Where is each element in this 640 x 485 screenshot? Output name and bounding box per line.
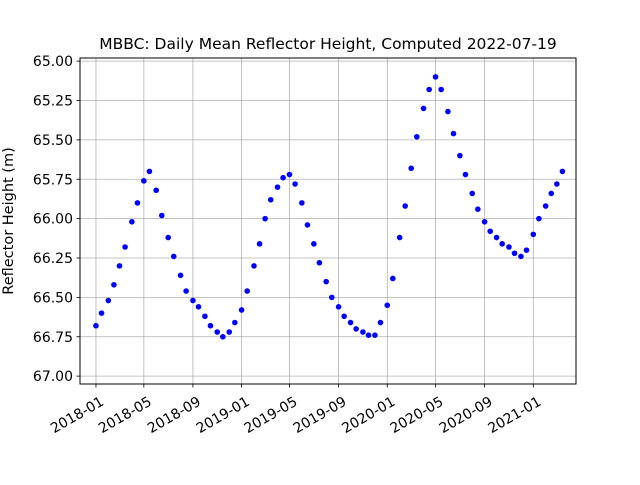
data-point xyxy=(353,326,359,332)
data-point xyxy=(548,190,555,197)
data-point xyxy=(511,250,518,257)
data-point xyxy=(280,174,286,181)
data-point xyxy=(190,297,196,304)
data-point xyxy=(214,329,221,335)
data-point xyxy=(256,241,263,247)
data-point xyxy=(159,212,165,219)
data-point xyxy=(226,329,233,335)
grid-layer xyxy=(80,58,576,384)
data-point xyxy=(244,288,250,294)
data-point xyxy=(251,263,257,269)
y-tick-label: 65.25 xyxy=(33,94,73,110)
data-point xyxy=(360,329,366,335)
data-point xyxy=(559,168,566,175)
data-point xyxy=(341,313,347,320)
data-point xyxy=(536,215,542,222)
data-point xyxy=(475,206,481,212)
data-point xyxy=(183,288,189,294)
data-point xyxy=(98,310,105,316)
y-tick-label: 66.25 xyxy=(33,251,73,267)
chart-title: MBBC: Daily Mean Reflector Height, Compu… xyxy=(99,35,557,53)
data-point xyxy=(232,319,238,326)
data-point xyxy=(153,187,160,194)
data-point xyxy=(426,86,432,93)
data-point xyxy=(499,241,505,247)
data-point xyxy=(286,171,293,178)
data-point xyxy=(390,275,396,282)
data-point xyxy=(420,105,427,112)
y-axis: 65.00 65.25 65.50 65.75 66.00 66.25 66.50 66.75… xyxy=(33,54,80,385)
data-point xyxy=(111,281,117,288)
data-point xyxy=(177,272,184,279)
data-point xyxy=(402,203,409,209)
data-point xyxy=(445,108,451,115)
y-tick-label: 67.00 xyxy=(33,369,73,385)
data-point xyxy=(316,259,323,266)
data-point xyxy=(323,278,330,285)
data-point xyxy=(450,130,457,137)
data-point xyxy=(493,234,500,241)
data-point xyxy=(335,304,342,310)
points-layer xyxy=(93,74,566,340)
data-point xyxy=(165,234,171,241)
data-point xyxy=(438,86,444,93)
data-point xyxy=(365,332,372,338)
data-point xyxy=(518,253,524,260)
data-point xyxy=(146,168,153,175)
y-axis-label: Reflector Height (m) xyxy=(1,147,17,294)
data-point xyxy=(311,241,317,247)
data-point xyxy=(304,222,311,228)
data-point xyxy=(347,319,354,326)
data-point xyxy=(292,181,298,187)
data-point xyxy=(299,200,305,206)
data-point xyxy=(530,231,537,238)
data-point xyxy=(542,203,549,209)
data-point xyxy=(202,313,208,320)
data-point xyxy=(129,218,135,225)
data-point xyxy=(93,322,99,329)
data-point xyxy=(220,333,226,340)
y-tick-label: 66.75 xyxy=(33,330,73,346)
data-point xyxy=(432,74,439,80)
data-point xyxy=(523,247,530,253)
data-point xyxy=(238,307,245,313)
data-point xyxy=(372,332,378,338)
data-point xyxy=(462,171,469,178)
data-point xyxy=(481,218,488,225)
data-point xyxy=(469,190,476,197)
y-tick-label: 66.50 xyxy=(33,290,73,306)
data-point xyxy=(195,304,202,310)
data-point xyxy=(267,196,274,203)
data-point xyxy=(396,234,403,241)
y-tick-label: 66.00 xyxy=(33,212,73,228)
data-point xyxy=(413,133,420,140)
data-point xyxy=(274,184,281,190)
data-point xyxy=(457,152,463,159)
data-point xyxy=(487,228,494,235)
data-point xyxy=(506,244,512,250)
data-point xyxy=(122,244,128,250)
data-point xyxy=(105,297,112,304)
data-point xyxy=(134,200,141,206)
data-point xyxy=(116,263,123,269)
plot-frame xyxy=(79,57,577,385)
data-point xyxy=(377,319,384,326)
y-tick-label: 65.75 xyxy=(33,172,73,188)
data-point xyxy=(384,302,391,309)
data-point xyxy=(408,165,415,172)
data-point xyxy=(141,178,147,184)
y-tick-label: 65.00 xyxy=(33,54,73,70)
data-point xyxy=(207,322,214,329)
data-point xyxy=(170,253,177,260)
data-point xyxy=(554,181,560,187)
data-point xyxy=(328,294,335,301)
y-tick-label: 65.50 xyxy=(33,133,73,149)
data-point xyxy=(262,215,268,222)
